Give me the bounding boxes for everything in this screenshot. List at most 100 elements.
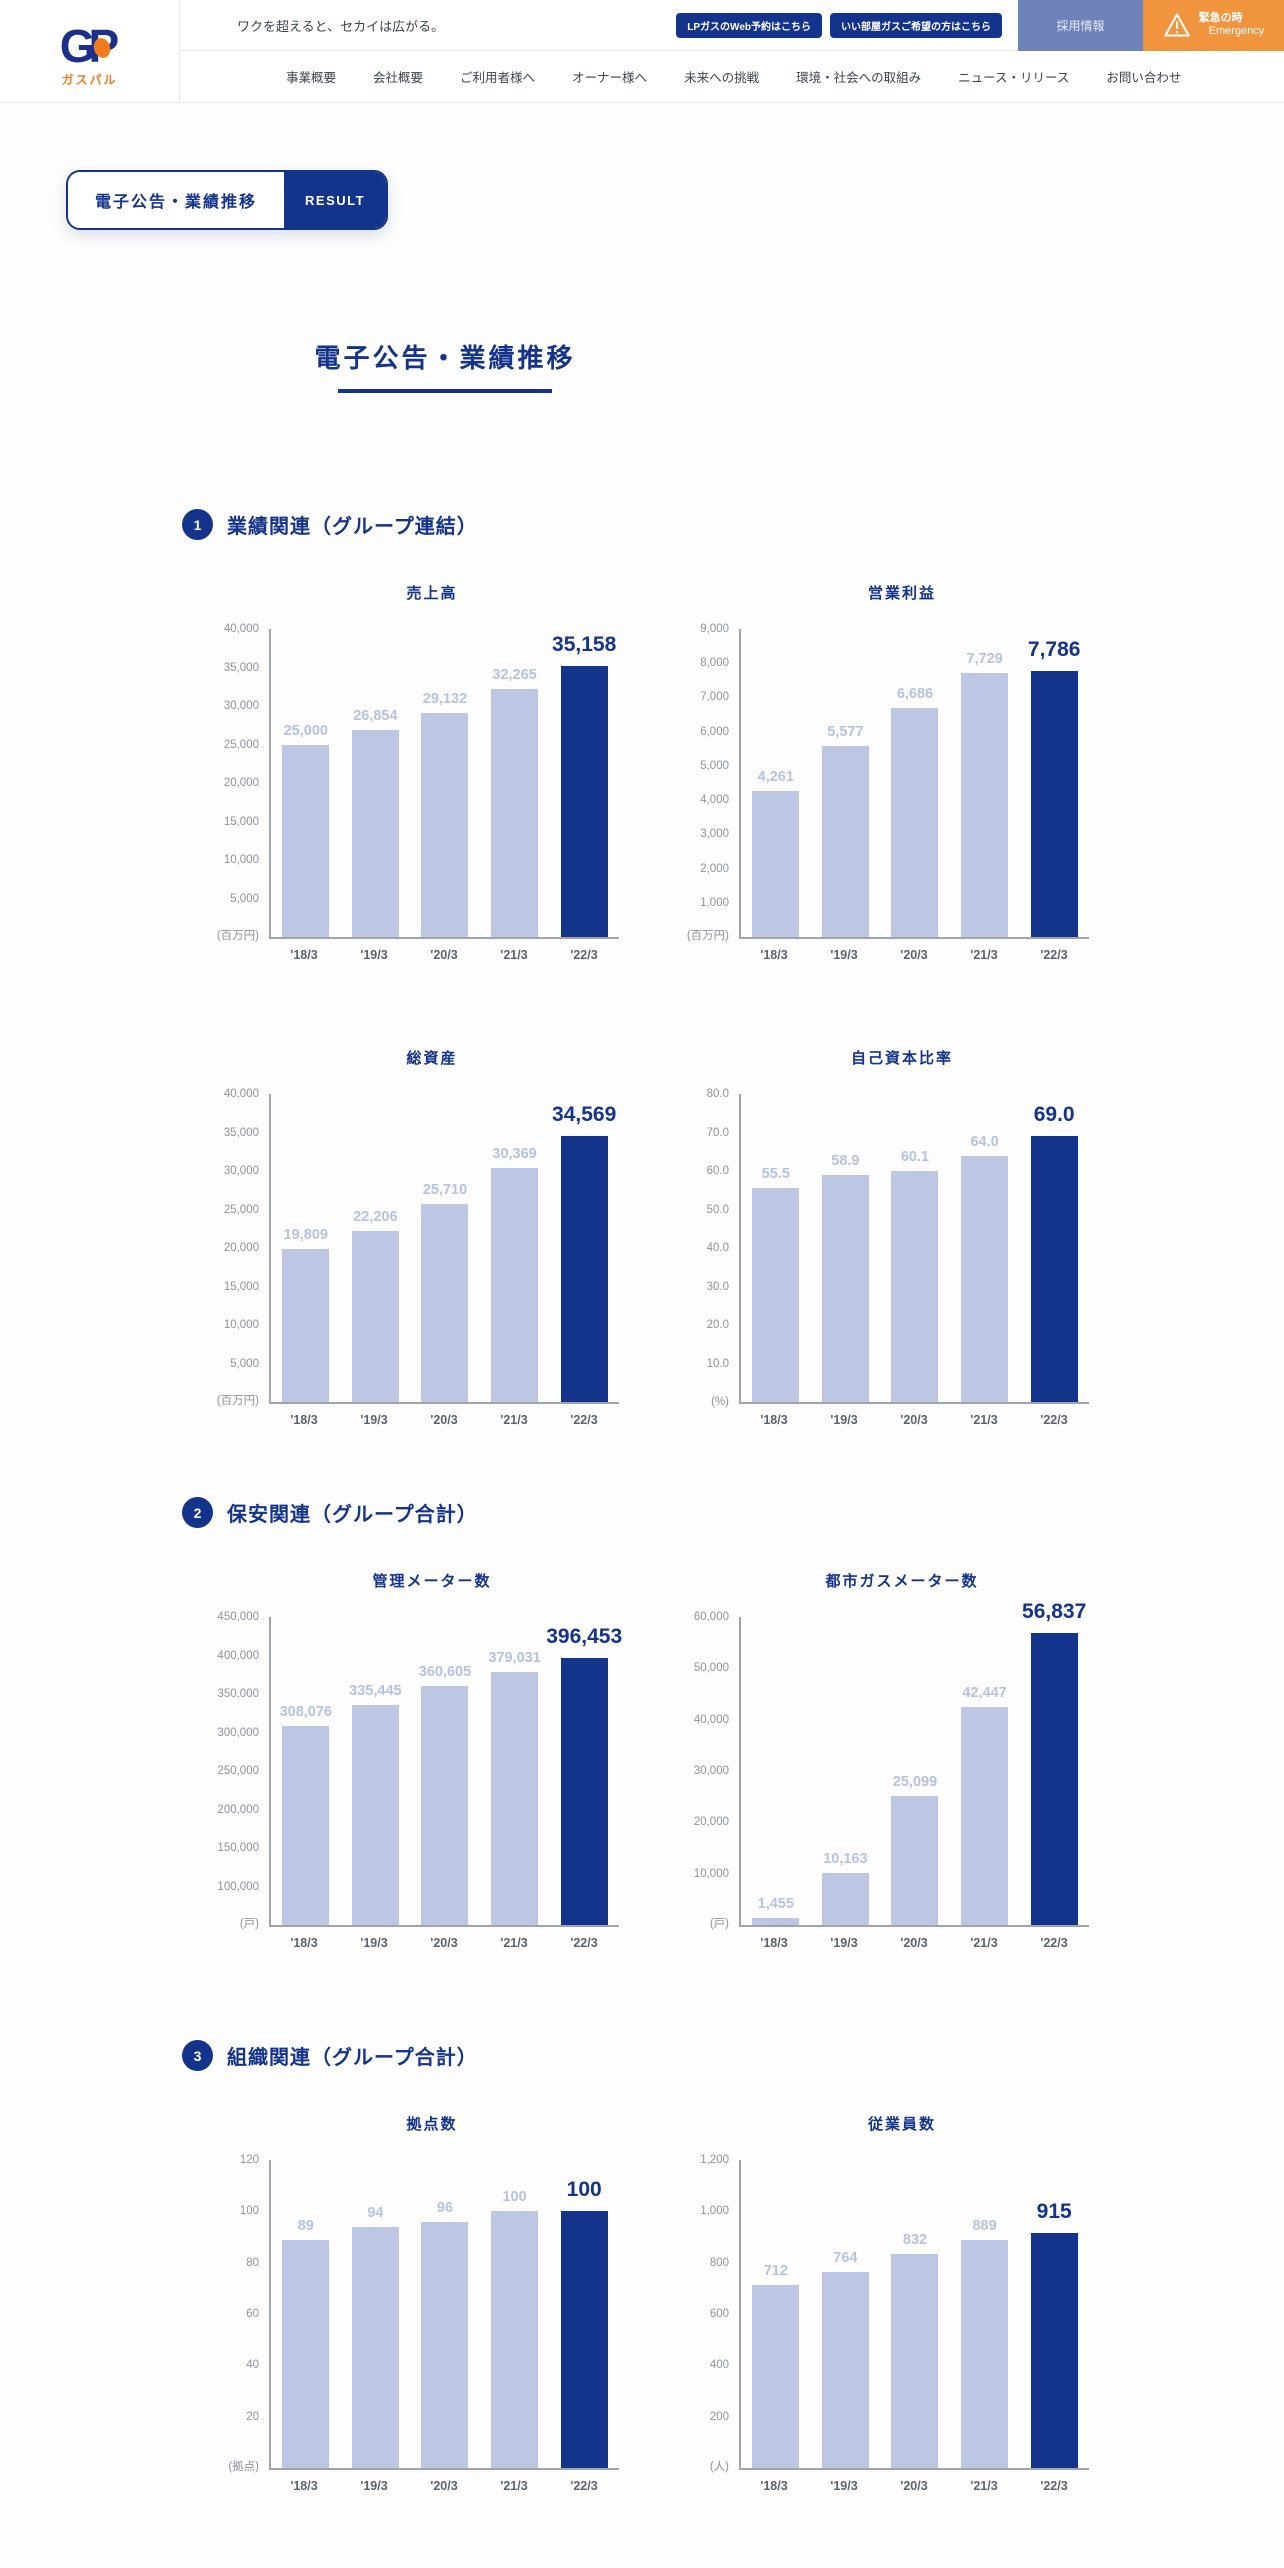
bar-column: 58.9 (811, 1094, 881, 1402)
chart-title: 都市ガスメーター数 (825, 1573, 979, 1590)
x-tick-label: '18/3 (760, 948, 788, 962)
section-number-badge: 2 (182, 1497, 213, 1528)
x-tick-label: '22/3 (570, 1936, 598, 1950)
bar-value-label: 360,605 (418, 1663, 472, 1680)
bar-value-label: 100 (502, 2189, 527, 2206)
bar-value-label: 25,000 (283, 722, 328, 739)
header-utility-row: ワクを超えると、セカイは広がる。 LPガスのWeb予約はこちら いい部屋ガスご希… (180, 0, 1284, 51)
charts-row: 管理メーター数 100,000 150,000 200,000 250,000 300,0… (0, 1570, 1284, 1950)
nav-item-company[interactable]: 会社概要 (373, 71, 424, 85)
y-tick-label: 60,000 (693, 1611, 729, 1623)
bar-column: 7,729 (950, 629, 1020, 937)
bar-value-label: 832 (902, 2232, 928, 2249)
x-tick-label: '22/3 (1040, 948, 1068, 962)
section-safety: 2 保安関連（グループ合計） 管理メーター数 100,000 150,000 200,… (0, 1497, 1284, 1950)
bar-193: 5,577 (821, 724, 869, 937)
y-tick-label: 20 (246, 2410, 259, 2423)
bar-value-label: 32,265 (492, 666, 537, 683)
x-axis-labels: '18/3 '19/3 '20/3 '21/3 '22/3 (739, 1936, 1089, 1950)
lp-gas-web-reserve-link[interactable]: LPガスのWeb予約はこちら (676, 12, 822, 38)
bar-213: 42,447 (961, 1685, 1009, 1925)
nav-item-future[interactable]: 未来への挑戦 (684, 71, 760, 85)
bar-column: 1,455 (741, 1617, 811, 1925)
nav-item-news[interactable]: ニュース・リリース (958, 71, 1070, 85)
gaspal-logo[interactable]: GP ガスパル (0, 0, 180, 103)
x-tick-label: '20/3 (900, 1413, 928, 1427)
y-tick-label: 200 (709, 2410, 729, 2423)
bar-value-label: 10,163 (823, 1850, 868, 1867)
bar-223: 396,453 (546, 1625, 622, 1925)
bar-value-label: 96 (436, 2199, 454, 2216)
nav-item-environment[interactable]: 環境・社会への取組み (796, 71, 922, 85)
y-tick-label: 50.0 (706, 1203, 729, 1216)
bar-value-label: 308,076 (279, 1704, 333, 1721)
bar-value-label: 4,261 (757, 769, 794, 786)
x-tick-label: '19/3 (360, 1413, 388, 1427)
page-badge-tag: RESULT (284, 172, 387, 228)
y-tick-label: 20,000 (693, 1816, 729, 1829)
chart-offices: 拠点数 20 40 60 80 100 120 (拠点) 89 94 96 100 100'18/3'1… (181, 2113, 633, 2493)
bar-value-label: 35,158 (552, 633, 617, 657)
bar-213: 100 (491, 2189, 539, 2468)
plot-area: 10.0 20.0 30.0 40.0 50.0 60.0 70.0 80.0 (%) 55.5 5… (707, 1088, 1089, 1408)
bar-column: 5,577 (811, 629, 881, 937)
y-tick-label: 400,000 (217, 1649, 259, 1662)
nav-item-owners[interactable]: オーナー様へ (572, 71, 648, 85)
iiheya-gas-link[interactable]: いい部屋ガスご希望の方はこちら (830, 12, 1002, 38)
bars-container: 308,076 335,445 360,605 379,031 396,453 (271, 1617, 622, 1925)
x-tick-label: '20/3 (430, 948, 458, 962)
bar-column: 100 (480, 2160, 550, 2468)
section-number-badge: 1 (182, 509, 213, 540)
plot-area: 20 40 60 80 100 120 (拠点) 89 94 96 100 100 (228, 2154, 619, 2473)
x-axis-labels: '18/3 '19/3 '20/3 '21/3 '22/3 (739, 1413, 1089, 1427)
x-tick-label: '18/3 (290, 1413, 318, 1427)
nav-item-users[interactable]: ご利用者様へ (460, 71, 536, 85)
bar-value-label: 889 (972, 2217, 997, 2234)
bar-193: 26,854 (351, 708, 399, 937)
bars-container: 89 94 96 100 100 (271, 2160, 619, 2468)
y-tick-label: 20,000 (223, 777, 259, 789)
bar-column: 56,837 (1019, 1600, 1089, 1925)
bar-column: 60.1 (880, 1094, 950, 1402)
y-tick-label: 20,000 (223, 1242, 259, 1254)
bar-193: 22,206 (351, 1209, 399, 1402)
nav-item-contact[interactable]: お問い合わせ (1106, 71, 1182, 85)
bar-column: 100 (549, 2160, 619, 2468)
y-tick-label: 40,000 (223, 623, 259, 635)
bar-183: 55.5 (752, 1166, 800, 1402)
bar-183: 712 (752, 2263, 800, 2468)
bar-column: 712 (741, 2160, 811, 2468)
bar-column: 42,447 (950, 1617, 1020, 1925)
recruit-button[interactable]: 採用情報 (1018, 0, 1143, 51)
bar-223: 915 (1030, 2200, 1078, 2468)
bar-value-label: 7,786 (1027, 637, 1081, 661)
y-tick-label: 10,000 (223, 854, 259, 866)
x-tick-label: '18/3 (290, 948, 318, 962)
bars-container: 55.5 58.9 60.1 64.0 69.0 (741, 1094, 1089, 1402)
nav-item-business[interactable]: 事業概要 (286, 71, 337, 85)
bar-column: 889 (950, 2160, 1020, 2468)
y-axis-unit-label: (百万円) (686, 930, 729, 942)
bar-value-label: 25,710 (422, 1182, 468, 1199)
plot-area: 10,000 20,000 30,000 40,000 50,000 60,000 (戸) 1… (694, 1600, 1089, 1930)
y-tick-label: 120 (239, 2154, 259, 2166)
bar-203: 360,605 (419, 1664, 471, 1925)
x-tick-label: '19/3 (360, 1936, 388, 1950)
bar-193: 58.9 (821, 1153, 869, 1402)
bar-value-label: 29,132 (422, 690, 468, 707)
emergency-button[interactable]: 緊急の時 Emergency (1143, 0, 1284, 51)
x-tick-label: '21/3 (500, 1936, 528, 1950)
y-tick-label: 30,000 (693, 1765, 729, 1777)
bar-183: 1,455 (752, 1896, 800, 1925)
x-tick-label: '19/3 (830, 2479, 858, 2493)
y-tick-label: 5,000 (700, 759, 729, 772)
x-axis-labels: '18/3 '19/3 '20/3 '21/3 '22/3 (269, 948, 619, 962)
bar-column: 26,854 (341, 629, 411, 937)
x-tick-label: '19/3 (830, 1936, 858, 1950)
x-tick-label: '19/3 (830, 948, 858, 962)
x-tick-label: '22/3 (1040, 1936, 1068, 1950)
bar-213: 30,369 (491, 1146, 539, 1402)
y-tick-label: 30.0 (706, 1280, 729, 1293)
y-tick-label: 1,200 (700, 2154, 729, 2166)
x-tick-label: '18/3 (760, 1936, 788, 1950)
